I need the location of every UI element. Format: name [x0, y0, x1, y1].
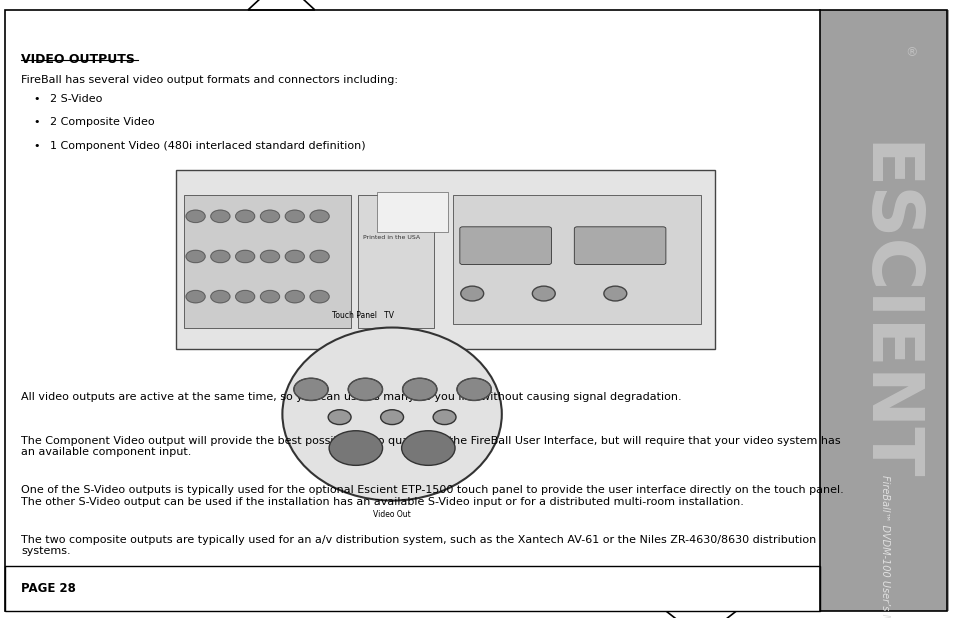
Circle shape [235, 250, 254, 263]
Circle shape [532, 286, 555, 301]
Circle shape [260, 290, 279, 303]
Circle shape [211, 210, 230, 222]
Polygon shape [665, 611, 736, 618]
Circle shape [348, 378, 382, 400]
Text: PAGE 28: PAGE 28 [21, 582, 76, 595]
Circle shape [402, 378, 436, 400]
Circle shape [186, 250, 205, 263]
FancyBboxPatch shape [376, 192, 448, 232]
Text: •: • [33, 117, 40, 127]
Text: Touch Panel   TV: Touch Panel TV [333, 311, 394, 320]
Circle shape [186, 290, 205, 303]
Circle shape [260, 250, 279, 263]
Circle shape [186, 210, 205, 222]
Text: VIDEO OUTPUTS: VIDEO OUTPUTS [21, 53, 134, 66]
Circle shape [310, 210, 329, 222]
Text: •: • [33, 141, 40, 151]
Text: ESCIENT: ESCIENT [849, 142, 919, 482]
Circle shape [310, 250, 329, 263]
Text: ®: ® [904, 46, 917, 59]
Circle shape [401, 431, 455, 465]
Circle shape [260, 210, 279, 222]
Ellipse shape [282, 328, 501, 501]
Text: One of the S-Video outputs is typically used for the optional Escient ETP-1500 t: One of the S-Video outputs is typically … [21, 485, 842, 507]
FancyBboxPatch shape [453, 195, 700, 324]
Text: The two composite outputs are typically used for an a/v distribution system, suc: The two composite outputs are typically … [21, 535, 816, 556]
Text: The Component Video output will provide the best possible video quality for the : The Component Video output will provide … [21, 436, 840, 457]
Circle shape [235, 290, 254, 303]
Circle shape [328, 410, 351, 425]
Circle shape [235, 210, 254, 222]
Text: 2 S-Video: 2 S-Video [50, 94, 102, 104]
Circle shape [603, 286, 626, 301]
Circle shape [294, 378, 328, 400]
Circle shape [310, 290, 329, 303]
Circle shape [460, 286, 483, 301]
Text: All video outputs are active at the same time, so you can use as many as you lik: All video outputs are active at the same… [21, 392, 680, 402]
Circle shape [456, 378, 491, 400]
FancyBboxPatch shape [459, 227, 551, 265]
Circle shape [285, 250, 304, 263]
FancyBboxPatch shape [176, 170, 715, 349]
FancyBboxPatch shape [574, 227, 665, 265]
Text: Printed in the USA: Printed in the USA [362, 235, 419, 240]
Circle shape [380, 410, 403, 425]
Polygon shape [248, 0, 314, 10]
Circle shape [433, 410, 456, 425]
FancyBboxPatch shape [820, 10, 948, 611]
Text: Video Out: Video Out [373, 510, 411, 519]
Circle shape [329, 431, 382, 465]
Circle shape [285, 290, 304, 303]
FancyBboxPatch shape [357, 195, 434, 328]
Text: FireBall™ DVDM-100 User’s Manual: FireBall™ DVDM-100 User’s Manual [879, 475, 889, 618]
FancyBboxPatch shape [184, 195, 351, 328]
FancyBboxPatch shape [5, 566, 820, 611]
Text: 2 Composite Video: 2 Composite Video [50, 117, 154, 127]
Text: FireBall has several video output formats and connectors including:: FireBall has several video output format… [21, 75, 397, 85]
Circle shape [211, 250, 230, 263]
Text: 1 Component Video (480i interlaced standard definition): 1 Component Video (480i interlaced stand… [50, 141, 365, 151]
Text: •: • [33, 94, 40, 104]
Circle shape [285, 210, 304, 222]
Circle shape [211, 290, 230, 303]
